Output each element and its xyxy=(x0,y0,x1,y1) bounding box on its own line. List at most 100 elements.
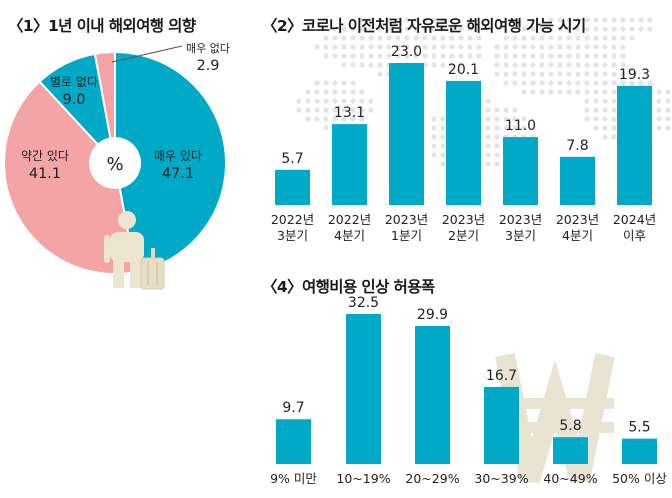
map-dot xyxy=(647,26,653,32)
map-dot xyxy=(485,98,491,104)
map-dot xyxy=(656,89,662,95)
map-dot xyxy=(494,152,500,158)
map-dot xyxy=(323,53,329,59)
map-dot xyxy=(593,98,599,104)
map-dot xyxy=(530,62,536,68)
map-dot xyxy=(485,125,491,131)
cost-bar-chart: 9.7 9% 미만 32.5 10~19% 29.9 20~29% 16.7 30~39% 5.… xyxy=(270,295,667,486)
map-dot xyxy=(584,71,590,77)
map-dot xyxy=(350,44,356,50)
map-dot xyxy=(359,35,365,41)
map-dot xyxy=(359,53,365,59)
map-dot xyxy=(548,71,554,77)
map-dot xyxy=(620,35,626,41)
map-dot xyxy=(602,125,608,131)
map-dot xyxy=(431,44,437,50)
map-dot xyxy=(539,71,545,77)
bar-value-label: 23.0 xyxy=(391,44,422,60)
pie-leader-line xyxy=(111,45,183,63)
bar-value-label: 29.9 xyxy=(417,307,448,323)
pie-slice-value: 41.1 xyxy=(29,166,61,182)
x-tick-label: 2024년 xyxy=(613,212,656,227)
map-dot xyxy=(611,107,617,113)
map-dot xyxy=(332,44,338,50)
map-dot xyxy=(377,35,383,41)
map-dot xyxy=(440,152,446,158)
map-dot xyxy=(395,53,401,59)
pie-slice-label: 매우 있다 xyxy=(154,149,202,163)
map-dot xyxy=(620,44,626,50)
x-tick-label: 1분기 xyxy=(391,228,422,243)
timing-bar-chart: 5.72022년3분기13.12022년4분기23.02023년1분기20.12… xyxy=(271,44,656,243)
map-dot xyxy=(503,71,509,77)
map-dot xyxy=(602,89,608,95)
map-dot xyxy=(512,35,518,41)
x-tick-label: 2분기 xyxy=(448,228,479,243)
map-dot xyxy=(611,53,617,59)
map-dot xyxy=(323,107,329,113)
map-dot xyxy=(566,89,572,95)
pie-slice xyxy=(3,80,137,275)
bar-value-label: 9.7 xyxy=(282,400,304,416)
x-tick-label: 10~19% xyxy=(336,471,390,486)
map-dot xyxy=(584,98,590,104)
map-dot xyxy=(521,62,527,68)
map-dot xyxy=(512,71,518,77)
map-dot xyxy=(539,80,545,86)
map-dot xyxy=(332,80,338,86)
map-dot xyxy=(539,26,545,32)
map-dot xyxy=(458,35,464,41)
map-dot xyxy=(656,116,662,122)
map-dot xyxy=(431,152,437,158)
map-dot xyxy=(449,44,455,50)
map-dot xyxy=(557,17,563,23)
bar xyxy=(622,438,657,464)
map-dot xyxy=(575,53,581,59)
map-dot xyxy=(350,98,356,104)
map-dot xyxy=(368,53,374,59)
map-dot xyxy=(359,62,365,68)
map-dot xyxy=(539,62,545,68)
map-dot xyxy=(611,71,617,77)
map-dot xyxy=(521,125,527,131)
map-dot xyxy=(503,125,509,131)
map-dot xyxy=(323,89,329,95)
map-dot xyxy=(494,62,500,68)
map-dot xyxy=(431,125,437,131)
map-dot xyxy=(530,89,536,95)
map-dot xyxy=(530,44,536,50)
map-dot xyxy=(584,107,590,113)
x-tick-label: 4분기 xyxy=(562,228,593,243)
bar-value-label: 16.7 xyxy=(486,368,517,384)
map-dot xyxy=(575,62,581,68)
map-dot xyxy=(449,62,455,68)
map-dot xyxy=(413,26,419,32)
map-dot xyxy=(350,116,356,122)
map-dot xyxy=(395,44,401,50)
person-with-luggage-icon xyxy=(104,211,165,290)
map-dot xyxy=(566,53,572,59)
map-dot xyxy=(521,35,527,41)
map-dot xyxy=(350,53,356,59)
x-tick-label: 30~39% xyxy=(474,471,528,486)
x-tick-label: 4분기 xyxy=(334,228,365,243)
map-dot xyxy=(503,53,509,59)
map-dot xyxy=(494,44,500,50)
map-dot xyxy=(440,116,446,122)
map-dot xyxy=(458,53,464,59)
map-dot xyxy=(431,26,437,32)
map-dot xyxy=(395,17,401,23)
map-dot xyxy=(566,35,572,41)
bar-value-label: 13.1 xyxy=(334,105,365,121)
map-dot xyxy=(341,62,347,68)
map-dot xyxy=(521,53,527,59)
map-dot xyxy=(377,71,383,77)
map-dot xyxy=(593,62,599,68)
map-dot xyxy=(512,80,518,86)
won-currency-icon xyxy=(495,353,615,483)
map-dot xyxy=(521,71,527,77)
map-dot xyxy=(593,71,599,77)
bar xyxy=(415,326,450,464)
map-dot xyxy=(458,62,464,68)
map-dot xyxy=(404,26,410,32)
